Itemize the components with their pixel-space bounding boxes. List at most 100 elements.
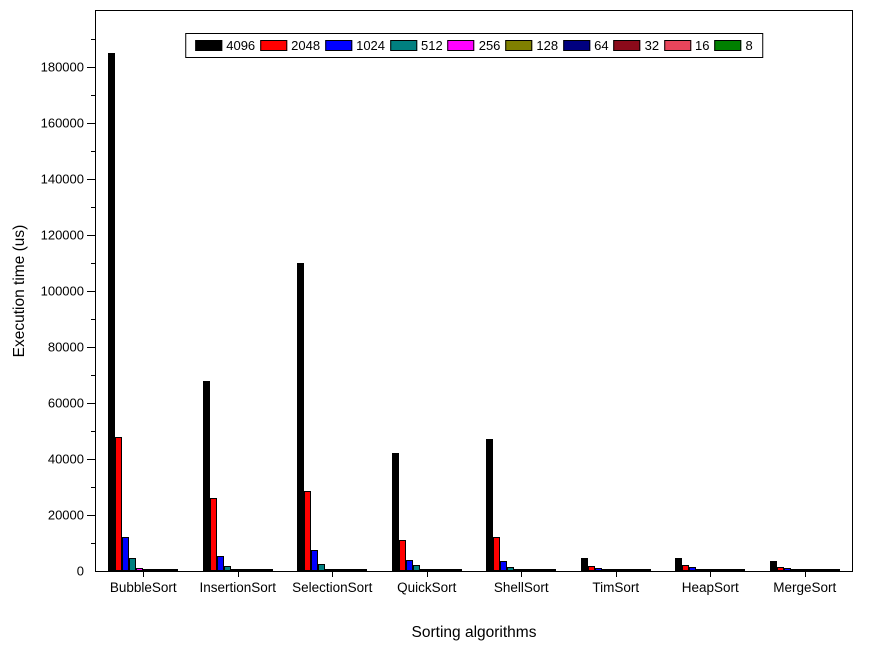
y-tick-label: 160000: [40, 115, 84, 131]
bar-InsertionSort-512: [223, 565, 231, 571]
legend-label: 32: [644, 38, 660, 53]
bar-TimSort-2048: [587, 565, 595, 571]
y-minor-tick: [91, 319, 96, 320]
bar-InsertionSort-128: [237, 569, 245, 571]
bar-SelectionSort-1024: [311, 549, 319, 571]
bar-HeapSort-32: [724, 569, 732, 571]
bar-BubbleSort-256: [136, 567, 144, 571]
legend-swatch-512: [390, 40, 418, 51]
bar-BubbleSort-2048: [115, 436, 123, 571]
bar-InsertionSort-32: [251, 569, 259, 571]
y-major-tick: [87, 459, 96, 460]
bar-SelectionSort-256: [325, 568, 333, 571]
y-tick-label: 60000: [47, 395, 84, 411]
legend-item: 512: [390, 38, 443, 53]
y-tick-label: 120000: [40, 227, 84, 243]
bar-InsertionSort-4096: [202, 380, 210, 571]
x-tick: [332, 571, 334, 577]
y-major-tick: [87, 67, 96, 68]
bar-HeapSort-1024: [689, 566, 697, 571]
y-major-tick: [87, 179, 96, 180]
y-major-tick: [87, 235, 96, 236]
y-minor-tick: [91, 39, 96, 40]
legend-swatch-4096: [195, 40, 223, 51]
legend-label: 16: [695, 38, 710, 53]
bar-ShellSort-1024: [500, 560, 508, 571]
bar-HeapSort-64: [717, 569, 725, 571]
bar-ShellSort-16: [542, 569, 550, 571]
bar-QuickSort-16: [447, 569, 455, 571]
bar-SelectionSort-128: [332, 569, 340, 571]
x-tick: [426, 571, 428, 577]
legend-swatch-64: [563, 40, 591, 51]
x-tick-label: MergeSort: [773, 580, 837, 595]
bar-QuickSort-8: [454, 569, 462, 571]
bar-TimSort-256: [608, 569, 616, 571]
bar-QuickSort-256: [419, 569, 427, 571]
bar-TimSort-1024: [594, 568, 602, 571]
y-minor-tick: [91, 375, 96, 376]
legend-swatch-8: [714, 40, 742, 51]
bar-SelectionSort-16: [353, 569, 361, 571]
x-tick-label: ShellSort: [493, 580, 549, 595]
legend-item: 16: [664, 38, 710, 53]
legend-item: 1024: [325, 38, 385, 53]
x-tick-label: TimSort: [592, 580, 640, 595]
bar-InsertionSort-256: [230, 569, 238, 571]
bar-MergeSort-128: [804, 569, 812, 571]
bar-HeapSort-128: [710, 569, 718, 571]
bar-MergeSort-2048: [776, 566, 784, 571]
bar-InsertionSort-8: [265, 569, 273, 571]
y-minor-tick: [91, 95, 96, 96]
bar-BubbleSort-32: [157, 569, 165, 571]
x-tick: [615, 571, 617, 577]
y-minor-tick: [91, 543, 96, 544]
y-major-tick: [87, 291, 96, 292]
y-major-tick: [87, 123, 96, 124]
bar-MergeSort-64: [811, 569, 819, 571]
y-tick-label: 40000: [47, 451, 84, 467]
bar-ShellSort-512: [507, 567, 515, 571]
bar-MergeSort-16: [825, 569, 833, 571]
x-tick-label: SelectionSort: [292, 580, 373, 595]
bar-HeapSort-2048: [682, 564, 690, 571]
legend-item: 32: [613, 38, 660, 53]
bar-InsertionSort-16: [258, 569, 266, 571]
legend-label: 1024: [356, 38, 386, 53]
y-tick-label: 80000: [47, 339, 84, 355]
bar-InsertionSort-64: [244, 569, 252, 571]
bar-ShellSort-2048: [493, 536, 501, 571]
bar-HeapSort-256: [703, 569, 711, 571]
bar-QuickSort-4096: [391, 453, 399, 571]
bar-HeapSort-8: [738, 569, 746, 571]
bar-BubbleSort-1024: [122, 536, 130, 571]
bar-ShellSort-64: [528, 569, 536, 571]
legend-label: 256: [478, 38, 501, 53]
bar-SelectionSort-512: [318, 564, 326, 571]
legend-label: 8: [745, 38, 753, 53]
legend-label: 512: [421, 38, 443, 53]
legend-swatch-32: [613, 40, 641, 51]
legend-swatch-256: [447, 40, 475, 51]
y-axis-title: Execution time (us): [11, 224, 28, 358]
bar-BubbleSort-128: [143, 569, 151, 571]
y-minor-tick: [91, 487, 96, 488]
bar-SelectionSort-4096: [297, 263, 305, 571]
bar-ShellSort-256: [514, 569, 522, 571]
bar-InsertionSort-2048: [209, 498, 217, 571]
y-major-tick: [87, 347, 96, 348]
bar-SelectionSort-8: [360, 569, 368, 571]
legend-swatch-1024: [325, 40, 353, 51]
bar-QuickSort-32: [440, 569, 448, 571]
bar-QuickSort-64: [433, 569, 441, 571]
bar-TimSort-8: [643, 569, 651, 571]
bar-InsertionSort-1024: [216, 555, 224, 571]
bar-TimSort-128: [615, 569, 623, 571]
bar-HeapSort-16: [731, 569, 739, 571]
legend-swatch-16: [664, 40, 692, 51]
x-axis-title: Sorting algorithms: [411, 624, 537, 641]
legend-item: 2048: [260, 38, 320, 53]
x-tick-label: QuickSort: [397, 580, 457, 595]
y-tick-label: 180000: [40, 59, 84, 75]
